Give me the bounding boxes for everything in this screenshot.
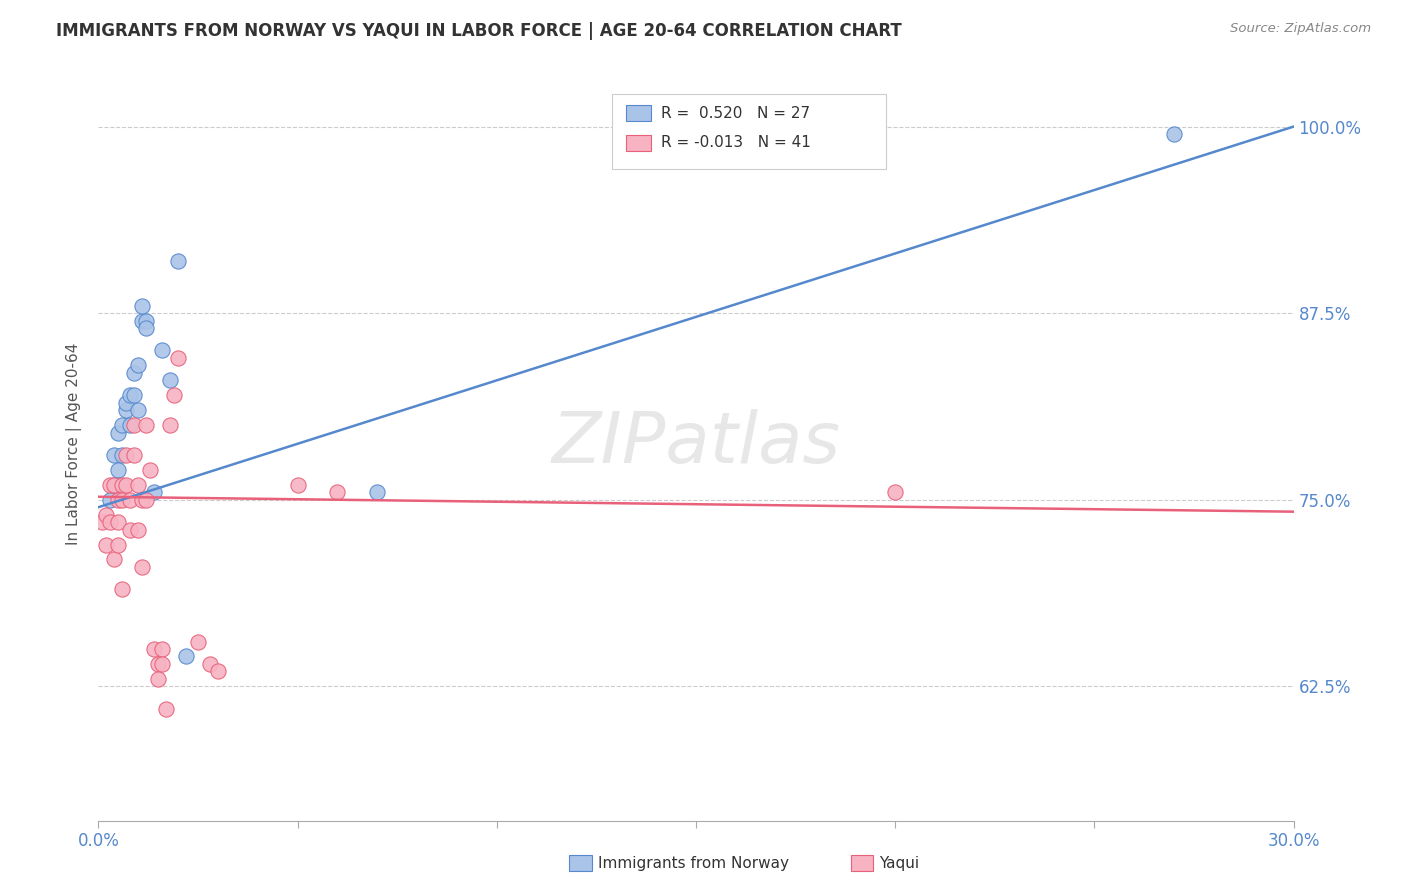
Point xyxy=(124,418,146,433)
Point xyxy=(107,463,129,477)
Point xyxy=(326,485,349,500)
Text: ZIPatlas: ZIPatlas xyxy=(551,409,841,478)
Point xyxy=(107,478,129,492)
Point xyxy=(115,478,138,492)
Point xyxy=(187,634,209,648)
Point xyxy=(120,523,142,537)
Point xyxy=(135,313,157,327)
Point xyxy=(884,485,907,500)
Text: R = -0.013   N = 41: R = -0.013 N = 41 xyxy=(661,136,811,150)
Text: IMMIGRANTS FROM NORWAY VS YAQUI IN LABOR FORCE | AGE 20-64 CORRELATION CHART: IMMIGRANTS FROM NORWAY VS YAQUI IN LABOR… xyxy=(56,22,903,40)
Point xyxy=(135,492,157,507)
Point xyxy=(150,343,173,358)
Point xyxy=(198,657,221,671)
Point xyxy=(127,478,149,492)
Point xyxy=(167,254,190,268)
Point xyxy=(127,403,149,417)
Point xyxy=(107,425,129,440)
Point xyxy=(163,388,186,402)
Point xyxy=(98,492,122,507)
Point xyxy=(98,478,122,492)
Point xyxy=(111,492,134,507)
Point xyxy=(107,515,129,529)
Point xyxy=(107,537,129,551)
Point xyxy=(143,642,166,657)
Point xyxy=(124,388,146,402)
Point xyxy=(124,366,146,380)
Point xyxy=(148,672,170,686)
Point xyxy=(124,448,146,462)
Text: R =  0.520   N = 27: R = 0.520 N = 27 xyxy=(661,106,810,120)
Point xyxy=(1163,127,1185,141)
Text: Source: ZipAtlas.com: Source: ZipAtlas.com xyxy=(1230,22,1371,36)
Point xyxy=(155,702,177,716)
Point xyxy=(103,478,125,492)
Point xyxy=(103,478,125,492)
Point xyxy=(127,359,149,373)
Point xyxy=(135,321,157,335)
Point xyxy=(207,665,229,679)
Point xyxy=(103,448,125,462)
Point xyxy=(115,448,138,462)
Point xyxy=(127,523,149,537)
Point xyxy=(174,649,197,664)
Point xyxy=(159,418,181,433)
Point xyxy=(103,552,125,566)
Point xyxy=(120,492,142,507)
Point xyxy=(167,351,190,365)
Text: Yaqui: Yaqui xyxy=(879,856,920,871)
Point xyxy=(135,418,157,433)
Y-axis label: In Labor Force | Age 20-64: In Labor Force | Age 20-64 xyxy=(66,343,83,545)
Point xyxy=(150,642,173,657)
Point xyxy=(148,657,170,671)
Point xyxy=(143,485,166,500)
Point xyxy=(111,582,134,597)
Point xyxy=(120,418,142,433)
Point xyxy=(111,448,134,462)
Point xyxy=(287,478,309,492)
Point xyxy=(150,657,173,671)
Point xyxy=(111,418,134,433)
Point xyxy=(366,485,388,500)
Point xyxy=(131,560,153,574)
Point xyxy=(96,537,118,551)
Point xyxy=(107,492,129,507)
Point xyxy=(131,299,153,313)
Point xyxy=(115,395,138,409)
Point xyxy=(120,388,142,402)
Point xyxy=(111,478,134,492)
Text: Immigrants from Norway: Immigrants from Norway xyxy=(598,856,789,871)
Point xyxy=(131,313,153,327)
Point xyxy=(98,515,122,529)
Point xyxy=(115,403,138,417)
Point xyxy=(131,492,153,507)
Point xyxy=(91,515,114,529)
Point xyxy=(159,373,181,387)
Point xyxy=(96,508,118,522)
Point xyxy=(139,463,162,477)
